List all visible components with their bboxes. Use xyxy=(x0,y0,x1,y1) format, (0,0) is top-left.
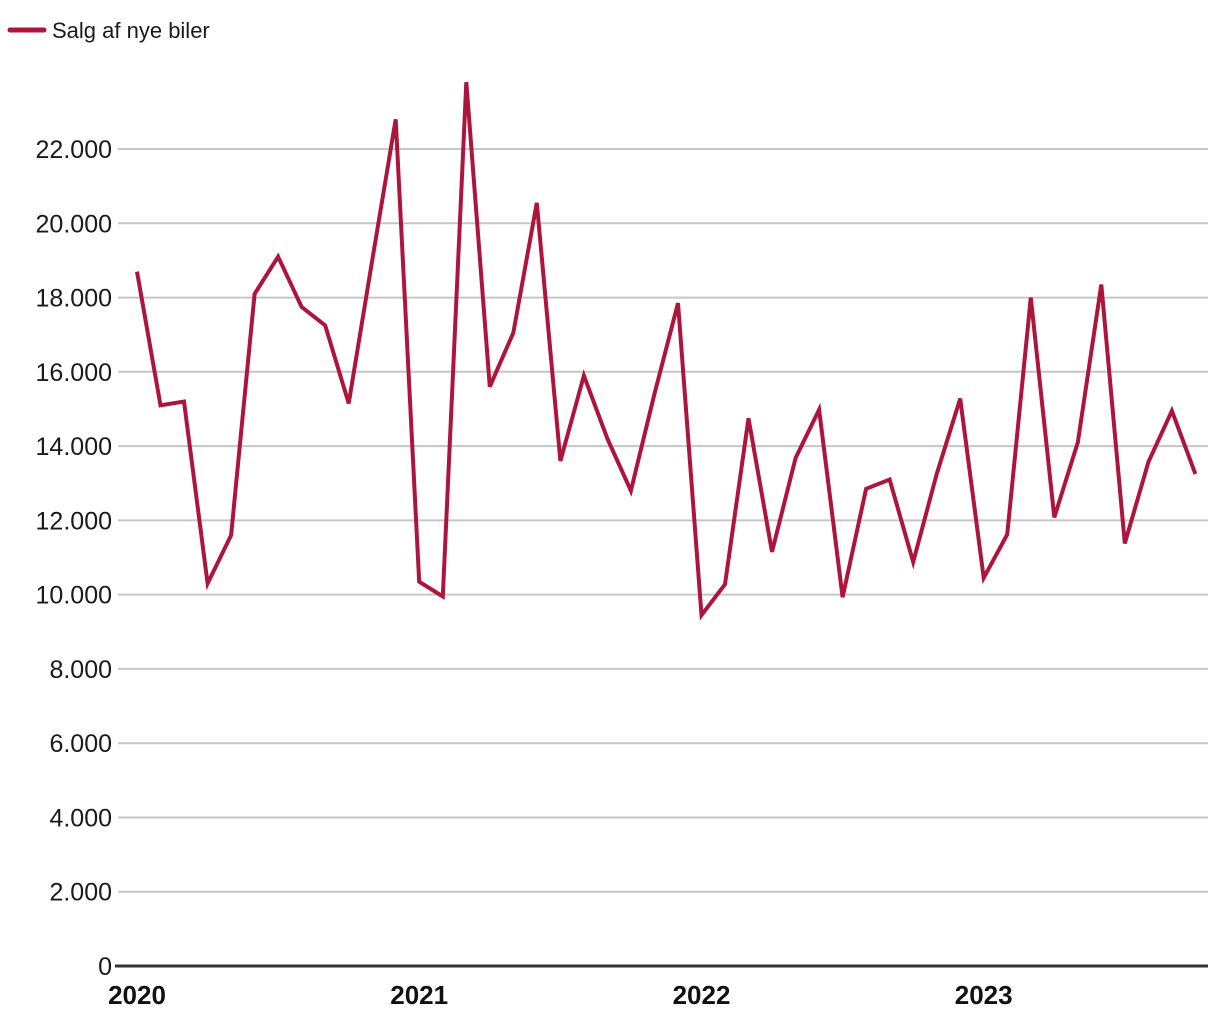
y-tick-label: 4.000 xyxy=(49,805,112,833)
y-tick-label: 10.000 xyxy=(36,582,112,610)
y-tick-label: 2.000 xyxy=(49,879,112,907)
series-layer xyxy=(135,82,1198,621)
x-tick-label: 2021 xyxy=(390,980,448,1010)
grid-layer xyxy=(115,148,1208,968)
x-tick-label: 2020 xyxy=(108,980,166,1010)
legend-label: Salg af nye biler xyxy=(52,18,210,43)
y-tick-label: 18.000 xyxy=(36,285,112,313)
y-tick-label: 20.000 xyxy=(36,210,112,238)
y-tick-label: 14.000 xyxy=(36,433,112,461)
y-tick-label: 22.000 xyxy=(36,136,112,164)
y-tick-label: 6.000 xyxy=(49,730,112,758)
x-tick-label: 2022 xyxy=(673,980,731,1010)
x-tick-label: 2023 xyxy=(955,980,1013,1010)
y-tick-label: 8.000 xyxy=(49,656,112,684)
axis-label-layer: 0 2.000 4.000 6.000 8.000 10.000 12.000 14.000 1… xyxy=(36,136,1013,1010)
legend: Salg af nye biler xyxy=(7,18,210,43)
y-tick-label: 16.000 xyxy=(36,359,112,387)
data-line xyxy=(135,82,1198,621)
y-tick-label: 0 xyxy=(98,953,112,981)
y-tick-label: 12.000 xyxy=(36,507,112,535)
